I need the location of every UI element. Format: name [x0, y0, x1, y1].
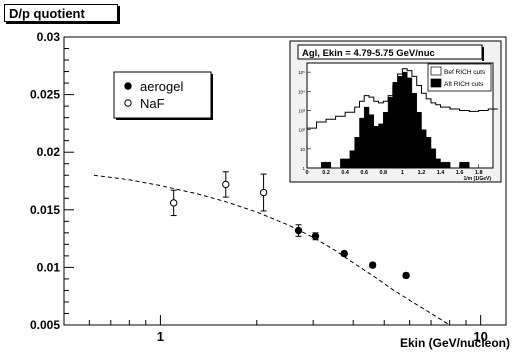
aerogel-point	[294, 226, 303, 235]
legend-box	[113, 71, 212, 119]
inset-legend-label: Bef RICH cuts	[444, 69, 486, 76]
y-tick-label: 0.015	[30, 203, 60, 217]
inset-y-tick-label: 10	[300, 147, 306, 152]
y-tick-label: 0.02	[37, 145, 61, 159]
naf-point	[169, 199, 178, 207]
inset-title: Agl, Ekin = 4.79-5.75 GeV/nuc	[302, 48, 435, 59]
inset-x-tick-label: 1.8	[475, 170, 483, 176]
naf-point	[259, 188, 268, 197]
inset-y-tick-label: 1	[302, 166, 305, 171]
inset-x-tick-label: 0.2	[322, 170, 330, 176]
inset-y-tick-label: 10⁵	[298, 70, 305, 75]
naf-point	[222, 180, 230, 189]
x-tick-label: 10	[473, 329, 487, 344]
aerogel-point	[311, 232, 320, 240]
y-tick-label: 0.005	[30, 318, 60, 332]
inset-x-tick-label: 0	[305, 170, 308, 176]
x-axis-label: Ekin (GeV/nucleon)	[399, 336, 510, 350]
legend-label: NaF	[140, 96, 165, 111]
y-tick-label: 0.01	[37, 260, 61, 274]
inset-title-shadow	[482, 47, 484, 61]
legend-shadow	[211, 74, 213, 120]
inset-legend-swatch	[430, 66, 442, 76]
inset-y-tick-label: 10³	[298, 108, 305, 113]
inset-x-tick-label: 0.8	[379, 170, 387, 176]
hist-before-rich	[307, 68, 498, 129]
inset-x-axis-label: 1/m (1/GeV)	[463, 176, 491, 182]
legend-label: aerogel	[140, 79, 183, 94]
x-tick-label: 1	[157, 329, 164, 344]
aerogel-point	[402, 271, 410, 280]
inset-legend-swatch	[430, 78, 442, 88]
legend: aerogel NaF	[113, 71, 213, 120]
inset-x-tick-label: 1.2	[418, 170, 426, 176]
aerogel-point	[340, 249, 348, 258]
inset-x-tick-label: 1.4	[437, 170, 446, 176]
legend-marker	[124, 82, 132, 90]
inset-x-tick-label: 1.6	[456, 170, 464, 176]
aerogel-point	[368, 261, 377, 269]
y-tick-label: 0.025	[30, 88, 60, 102]
y-tick-label: 0.03	[37, 30, 61, 44]
inset-y-tick-label: 10⁴	[298, 89, 305, 94]
inset-panel: Agl, Ekin = 4.79-5.75 GeV/nuc11010²10³10…	[289, 40, 502, 183]
inset-legend-label: Aft RICH cuts	[444, 81, 484, 88]
inset-x-tick-label: 0.4	[341, 170, 350, 176]
inset-x-tick-label: 0.6	[360, 170, 368, 176]
fit-curve	[93, 174, 450, 326]
inset-x-tick-label: 1	[401, 170, 404, 176]
legend-shadow	[116, 118, 213, 120]
chart-title: D/p quotient	[4, 4, 118, 22]
inset-y-tick-label: 10²	[298, 128, 305, 133]
legend-marker	[124, 99, 132, 107]
